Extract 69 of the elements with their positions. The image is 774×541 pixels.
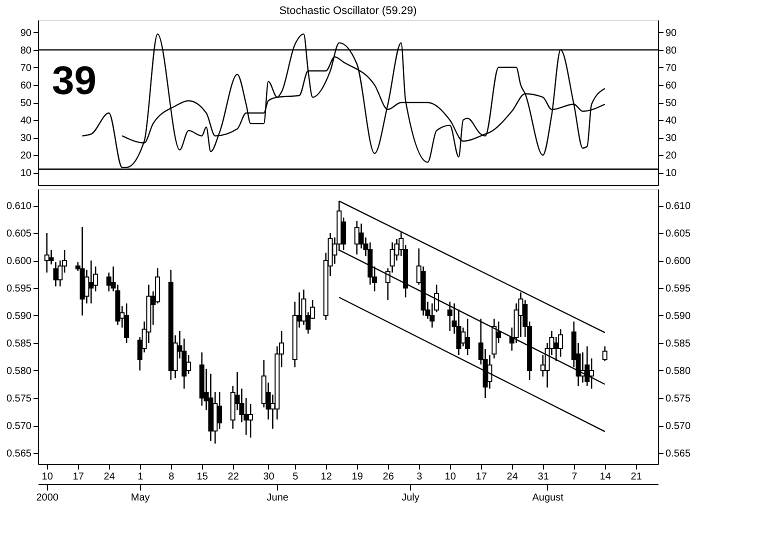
- y-tick-label: 40: [20, 116, 32, 127]
- y2-tick-label: 0.610: [666, 201, 691, 212]
- y2-tick-label: 0.585: [666, 338, 691, 350]
- y-tick-label: 20: [20, 150, 32, 162]
- x-tick-label: 30: [263, 472, 275, 482]
- y-tick-label: 0.580: [6, 366, 32, 377]
- y2-tick-label: 0.595: [666, 284, 691, 294]
- x-tick-label: 19: [352, 472, 364, 482]
- x-tick-label: 17: [476, 472, 488, 482]
- y2-tick-label: 0.605: [666, 228, 691, 240]
- y2-tick-label: 20: [666, 150, 678, 162]
- x-tick-label: 7: [572, 472, 578, 482]
- y-tick-label: 0.575: [6, 394, 32, 404]
- x2-tick-label: July: [402, 492, 420, 504]
- y2-tick-label: 0.580: [666, 366, 691, 377]
- y2-tick-label: 0.590: [666, 311, 691, 322]
- y2-tick-label: 0.565: [666, 448, 691, 460]
- annotation: 39: [52, 59, 96, 103]
- y2-tick-label: 50: [666, 98, 678, 109]
- y-tick-label: 0.600: [6, 256, 32, 267]
- x-tick-label: 15: [196, 472, 208, 482]
- y2-tick-label: 30: [666, 133, 678, 144]
- x-tick-label: 21: [630, 472, 642, 482]
- candlestick: [602, 346, 608, 362]
- y2-tick-label: 60: [666, 80, 678, 92]
- y2-tick-label: 90: [666, 28, 678, 39]
- candlestick: [48, 249, 54, 265]
- x-tick-label: 1: [138, 472, 144, 482]
- y2-tick-label: 70: [666, 62, 678, 74]
- x-tick-label: 26: [382, 472, 394, 482]
- x-tick-label: 14: [600, 472, 612, 482]
- candlestick: [487, 354, 492, 390]
- y-tick-label: 0.610: [6, 201, 32, 212]
- chart-title: Stochastic Oscillator (59.29): [279, 5, 417, 17]
- x2-tick-label: June: [266, 492, 289, 504]
- x-tick-label: 17: [72, 472, 84, 482]
- y-tick-label: 0.590: [6, 311, 32, 322]
- y-tick-label: 60: [20, 80, 32, 92]
- y2-tick-label: 0.600: [666, 256, 691, 267]
- y-tick-label: 70: [20, 62, 32, 74]
- y2-tick-label: 80: [666, 45, 678, 56]
- y2-tick-label: 40: [666, 116, 678, 127]
- y2-tick-label: 0.570: [666, 421, 691, 432]
- y-tick-label: 0.605: [6, 228, 32, 240]
- y-tick-label: 80: [20, 45, 32, 56]
- x2-tick-label: 2000: [36, 492, 59, 504]
- y-tick-label: 0.595: [6, 284, 32, 294]
- candlestick: [53, 262, 58, 287]
- x-tick-label: 22: [228, 472, 240, 482]
- y-tick-label: 50: [20, 98, 32, 109]
- x-tick-label: 24: [506, 472, 518, 482]
- y-tick-label: 0.570: [6, 421, 32, 432]
- x-tick-label: 5: [292, 472, 299, 482]
- x-tick-label: 8: [168, 472, 175, 482]
- x-tick-label: 10: [444, 472, 456, 482]
- x-tick-label: 12: [320, 472, 332, 482]
- y-tick-label: 10: [20, 168, 32, 180]
- x-tick-label: 10: [42, 472, 54, 482]
- x2-tick-label: May: [130, 492, 150, 504]
- y-tick-label: 30: [20, 133, 32, 144]
- x2-tick-label: August: [532, 492, 564, 504]
- y2-tick-label: 0.575: [666, 394, 691, 404]
- y-tick-label: 0.585: [6, 338, 32, 350]
- x-tick-label: 3: [416, 472, 423, 482]
- x-tick-label: 24: [104, 472, 116, 482]
- y-tick-label: 0.565: [6, 448, 32, 460]
- y-tick-label: 90: [20, 28, 32, 39]
- x-tick-label: 31: [538, 472, 550, 482]
- y2-tick-label: 10: [666, 168, 678, 180]
